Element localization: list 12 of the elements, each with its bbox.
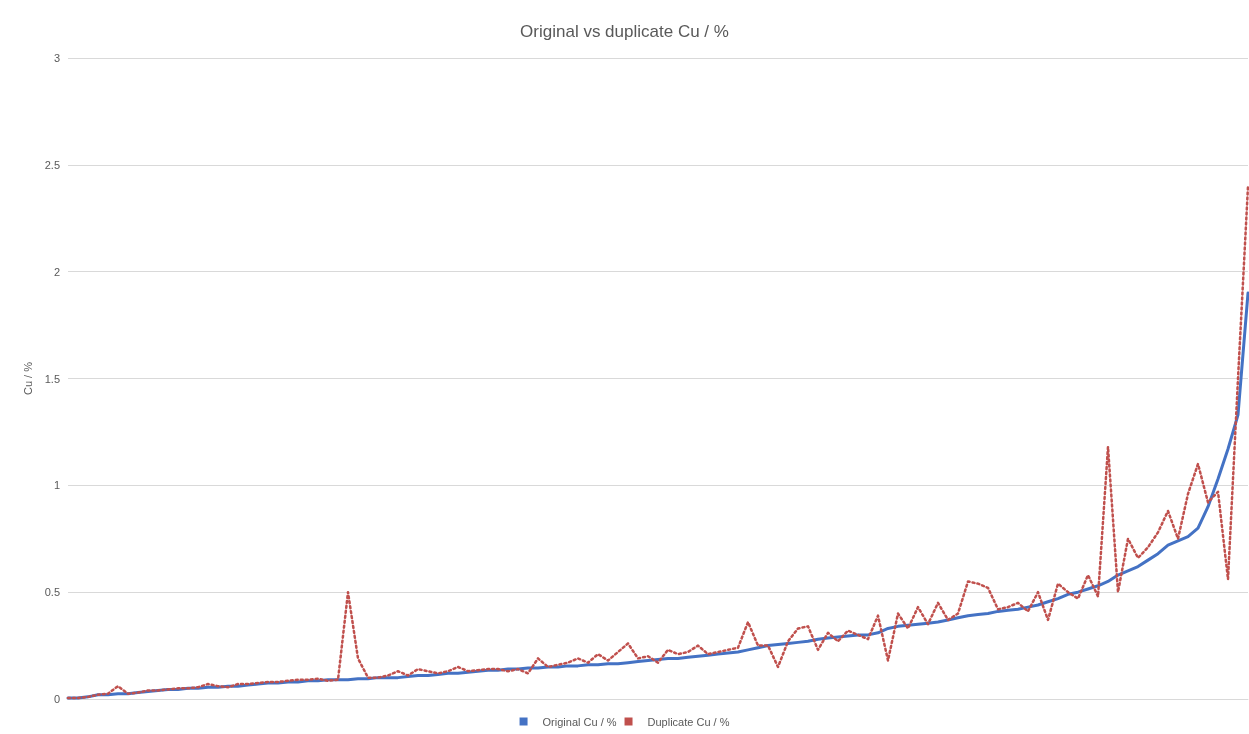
y-tick-label: 2.5 [44,158,60,171]
y-tick-label: 2 [53,265,60,278]
y-tick-label: 1 [53,479,60,492]
legend-label: Original Cu / % [542,715,617,728]
y-tick-label: 1.5 [44,372,60,385]
line-series [66,184,1249,700]
y-tick-label: 0.5 [44,586,60,599]
legend-label: Duplicate Cu / % [647,715,730,728]
y-axis-title: Cu / % [22,361,35,396]
y-tick-label: 3 [53,52,60,64]
y-tick-label: 0 [53,693,60,705]
chart-title: Original vs duplicate Cu / % [520,22,729,41]
